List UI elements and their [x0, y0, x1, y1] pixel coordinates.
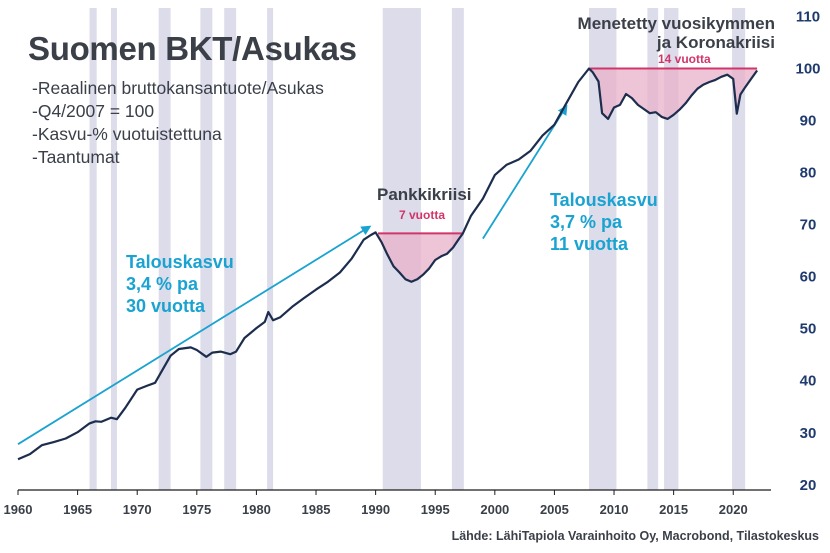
- crisis-label-line: Menetetty vuosikymmen: [577, 14, 775, 33]
- y-tick-label: 60: [800, 269, 817, 286]
- recession-band: [267, 8, 274, 490]
- subtitle-line: -Q4/2007 = 100: [32, 101, 155, 121]
- recession-band: [200, 8, 213, 490]
- growth-arrow: [482, 104, 568, 240]
- recession-band: [158, 8, 171, 490]
- growth-arrow: [17, 225, 372, 445]
- y-tick-label: 80: [800, 165, 817, 182]
- x-tick-label: 1960: [4, 502, 33, 517]
- growth-annotation-line: Talouskasvu: [126, 252, 234, 272]
- y-tick-label: 20: [800, 477, 817, 494]
- axes: [17, 489, 771, 495]
- x-tick-label: 2010: [600, 502, 629, 517]
- growth-annotation-1: Talouskasvu 3,4 % pa 30 vuotta: [126, 251, 234, 317]
- recession-band: [647, 8, 659, 490]
- subtitle-line: -Reaalinen bruttokansantuote/Asukas: [32, 78, 324, 98]
- y-tick-label: 50: [800, 321, 817, 338]
- growth-annotation-line: 11 vuotta: [550, 234, 629, 254]
- x-tick-label: 2015: [659, 502, 688, 517]
- crisis-label-line: ja Koronakriisi: [656, 33, 775, 52]
- subtitle-line: -Taantumat: [32, 147, 120, 167]
- y-tick-label: 30: [800, 425, 817, 442]
- x-tick-label: 1985: [302, 502, 331, 517]
- y-tick-label: 110: [796, 8, 820, 25]
- recession-band: [451, 8, 464, 490]
- y-tick-label: 40: [800, 373, 817, 390]
- crisis-duration-banking: 7 vuotta: [399, 208, 446, 222]
- x-tick-label: 2000: [480, 502, 509, 517]
- recession-band: [732, 8, 746, 490]
- recession-band: [664, 8, 679, 490]
- tick-labels: 1960 1965 1970 1975 1980 1985 1990 1995 2000 2005…: [4, 8, 821, 517]
- recession-band: [89, 8, 97, 490]
- x-tick-label: 1980: [242, 502, 271, 517]
- chart-title: Suomen BKT/Asukas: [28, 30, 357, 67]
- x-tick-label: 2020: [719, 502, 748, 517]
- x-tick-label: 1975: [182, 502, 211, 517]
- gdp-per-capita-line: [17, 67, 758, 461]
- series-group: [17, 67, 758, 461]
- growth-annotation-line: 3,4 % pa: [126, 274, 199, 294]
- x-tick-label: 1965: [63, 502, 92, 517]
- y-tick-label: 70: [800, 217, 817, 234]
- source-note: Lähde: LähiTapiola Varainhoito Oy, Macro…: [451, 529, 819, 543]
- growth-annotation-line: 30 vuotta: [126, 296, 206, 316]
- subtitle-list: -Reaalinen bruttokansantuote/Asukas -Q4/…: [32, 77, 324, 169]
- recession-band: [110, 8, 117, 490]
- growth-annotation-line: Talouskasvu: [550, 190, 658, 210]
- crisis-label-lost-decade: Menetetty vuosikymmen ja Koronakriisi: [578, 14, 775, 52]
- gap-area: [590, 68, 758, 119]
- growth-arrows: [17, 104, 568, 445]
- crisis-label-banking: Pankkikriisi: [377, 185, 472, 204]
- subtitle-line: -Kasvu-% vuotuistettuna: [32, 124, 222, 144]
- recession-band: [224, 8, 237, 490]
- x-tick-label: 1995: [421, 502, 450, 517]
- growth-annotation-line: 3,7 % pa: [550, 212, 623, 232]
- y-tick-label: 100: [795, 60, 820, 77]
- growth-annotation-2: Talouskasvu 3,7 % pa 11 vuotta: [550, 189, 658, 255]
- x-tick-label: 1990: [361, 502, 390, 517]
- crisis-duration-lost-decade: 14 vuotta: [658, 52, 711, 66]
- x-tick-label: 1970: [123, 502, 152, 517]
- y-tick-label: 90: [800, 112, 817, 129]
- output-gap-areas: [378, 67, 758, 282]
- gap-area: [378, 233, 463, 282]
- x-tick-label: 2005: [540, 502, 569, 517]
